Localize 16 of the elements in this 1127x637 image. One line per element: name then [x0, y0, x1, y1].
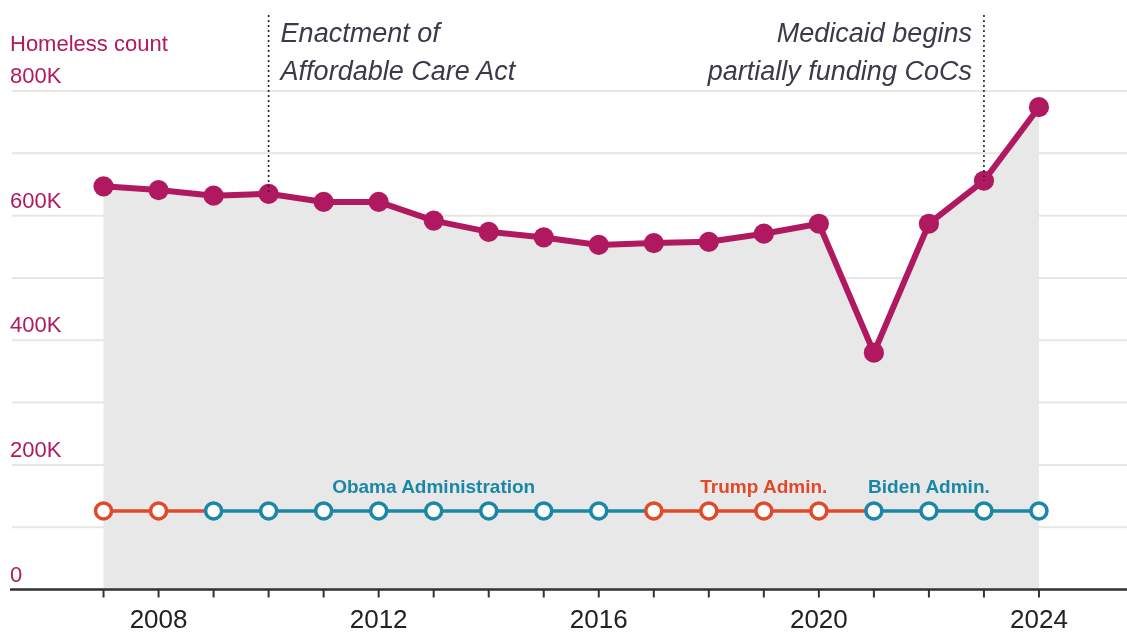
annotation: Biden Admin.	[868, 475, 990, 497]
annotation: Obama Administration	[332, 475, 536, 497]
y-tick-label: 0	[10, 561, 23, 587]
x-tick-label: 2024	[1010, 604, 1068, 634]
y-tick-label: 200K	[10, 436, 62, 462]
x-tick-label: 2020	[789, 604, 848, 634]
ref-line-label: Enactment of Affordable Care Act	[278, 18, 517, 86]
y-axis-title: Homeless count	[10, 31, 168, 56]
ref-line-label: Medicaid begins partially funding CoCs	[706, 18, 972, 86]
annotation: Trump Admin.	[700, 475, 828, 497]
y-tick-label: 600K	[10, 187, 62, 213]
y-tick-label: 400K	[10, 312, 62, 338]
y-tick-label: 800K	[10, 63, 62, 88]
x-tick-label: 2016	[569, 604, 628, 634]
x-tick-label: 2008	[129, 604, 188, 634]
x-tick-label: 2012	[349, 604, 408, 634]
